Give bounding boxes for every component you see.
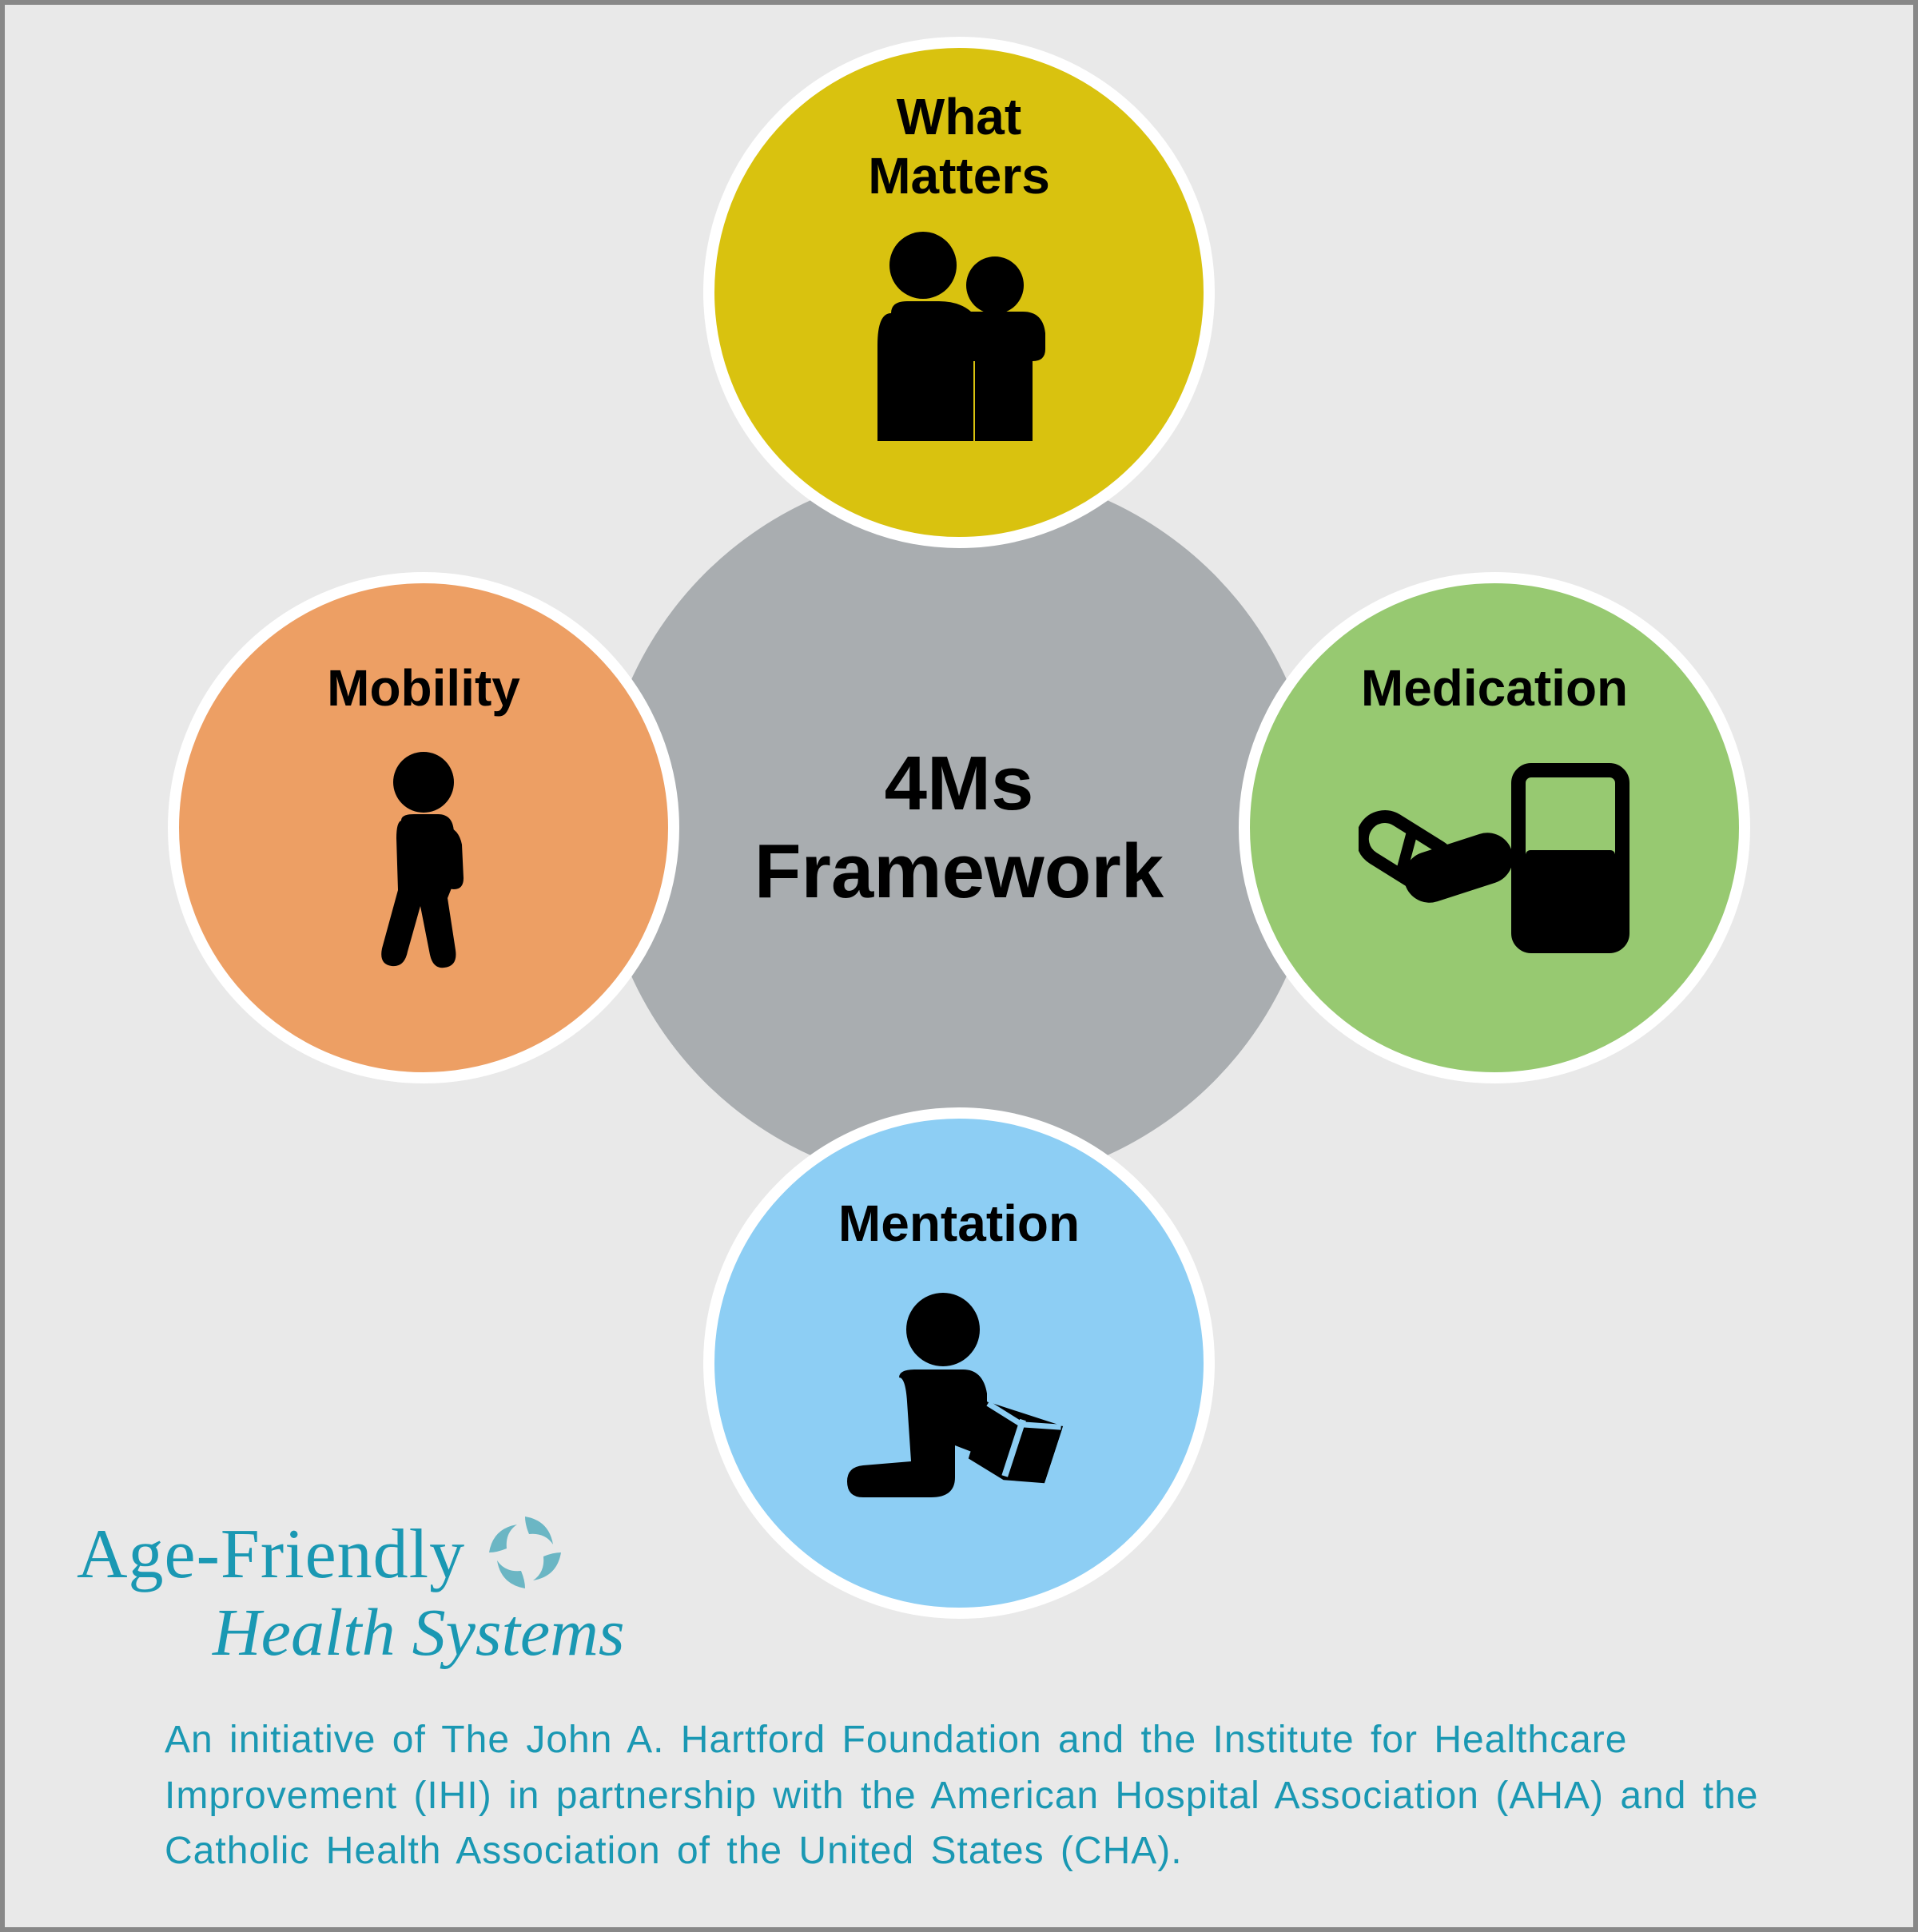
node-mobility: Mobility [168,572,679,1083]
node-what-matters: WhatMatters [703,37,1215,548]
node-medication: Medication [1239,572,1750,1083]
logo-line1: Age-Friendly [77,1514,465,1595]
node-mentation: Mentation [703,1107,1215,1619]
person-walking-icon [344,750,503,990]
node-label-what-matters: WhatMatters [868,88,1050,205]
footer-attribution: An initiative of The John A. Hartford Fo… [165,1712,1793,1879]
brand-logo: Age-Friendly Health Systems [77,1509,625,1672]
person-reading-icon [835,1290,1083,1513]
center-label: 4MsFramework [754,740,1164,916]
node-label-mobility: Mobility [327,659,520,718]
page-frame: 4MsFramework WhatMatters Medication [0,0,1918,1932]
logo-line2: Health Systems [213,1594,625,1672]
four-ms-diagram: 4MsFramework WhatMatters Medication [120,69,1798,1587]
people-embrace-icon [847,225,1071,441]
node-label-mentation: Mentation [838,1195,1080,1254]
center-circle: 4MsFramework [599,468,1319,1187]
swirl-icon [481,1509,569,1600]
node-label-medication: Medication [1361,659,1628,718]
pills-glass-icon [1359,762,1630,954]
